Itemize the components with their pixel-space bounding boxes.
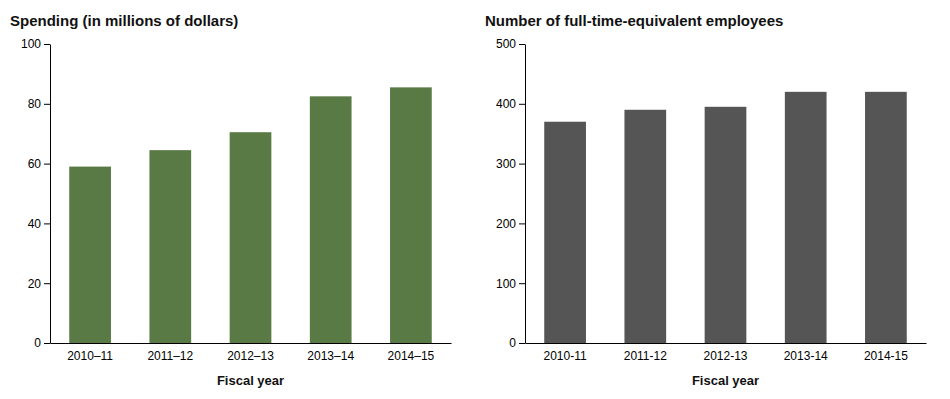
- y-tick: 0: [34, 336, 50, 350]
- bar: [865, 92, 907, 343]
- y-tick-label: 80: [28, 97, 42, 111]
- x-tick: 2013–14: [307, 349, 354, 363]
- y-tick-label: 300: [496, 157, 516, 171]
- panel: 2010-11 2011-12 2012-13 2013-14 2014-15 0 100 2…: [485, 12, 927, 388]
- y-tick: 40: [28, 217, 50, 231]
- y-axis: 0 100 200 300 400 500: [496, 37, 526, 350]
- x-tick: 2014-15: [864, 349, 908, 363]
- y-tick-mark: [519, 44, 525, 45]
- y-tick: 300: [496, 157, 525, 171]
- chart-title: Spending (in millions of dollars): [10, 12, 238, 29]
- y-tick-mark: [44, 104, 50, 105]
- x-axis-line: [51, 343, 452, 344]
- x-tick: 2012-13: [703, 349, 747, 363]
- y-tick: 500: [496, 37, 525, 51]
- bar: [310, 96, 352, 343]
- y-tick-label: 200: [496, 217, 516, 231]
- bar: [149, 150, 191, 343]
- x-tick-label: 2014–15: [388, 349, 435, 363]
- y-tick: 100: [21, 37, 50, 51]
- y-tick-mark: [519, 104, 525, 105]
- x-tick-label: 2010–11: [67, 349, 113, 363]
- x-tick-label: 2010-11: [544, 349, 587, 363]
- y-tick: 60: [28, 157, 50, 171]
- y-tick-label: 500: [496, 37, 516, 51]
- y-tick-mark: [44, 343, 50, 344]
- y-tick-mark: [519, 223, 525, 224]
- y-tick-mark: [519, 283, 525, 284]
- x-tick: 2011-12: [624, 349, 667, 363]
- bar: [230, 132, 272, 343]
- x-tick: 2011–12: [147, 349, 193, 363]
- y-tick-mark: [519, 343, 525, 344]
- y-tick: 80: [28, 97, 50, 111]
- panel: 2010–11 2011–12 2012–13 2013–14 2014–15 0 20 40…: [10, 12, 452, 388]
- bar: [785, 92, 827, 343]
- x-axis-line: [526, 343, 927, 344]
- bars: [69, 87, 432, 343]
- y-tick-label: 0: [509, 336, 516, 350]
- y-tick-label: 100: [21, 37, 41, 51]
- x-tick: 2012–13: [227, 349, 274, 363]
- bar: [544, 122, 586, 343]
- y-tick: 400: [496, 97, 525, 111]
- y-tick: 100: [496, 277, 525, 291]
- bars: [544, 92, 907, 343]
- x-tick-label: 2011–12: [147, 349, 193, 363]
- y-tick-label: 100: [496, 277, 516, 291]
- y-axis: 0 20 40 60 80 100: [21, 37, 51, 350]
- chart-title: Number of full-time-equivalent employees: [485, 12, 783, 29]
- y-tick-label: 60: [28, 157, 42, 171]
- x-axis-title: Fiscal year: [217, 373, 284, 388]
- bar: [390, 87, 432, 343]
- y-tick-mark: [519, 164, 525, 165]
- y-tick-label: 40: [28, 217, 42, 231]
- bar: [705, 107, 747, 343]
- x-tick: 2013-14: [784, 349, 828, 363]
- y-tick-mark: [44, 44, 50, 45]
- x-tick: 2014–15: [388, 349, 435, 363]
- chart-canvas: 2010–11 2011–12 2012–13 2013–14 2014–15 0 20 40…: [0, 0, 950, 399]
- x-tick-label: 2012-13: [703, 349, 747, 363]
- y-axis-line: [50, 45, 51, 344]
- x-tick-label: 2011-12: [624, 349, 667, 363]
- x-axis-title: Fiscal year: [692, 373, 759, 388]
- x-tick-label: 2013–14: [307, 349, 354, 363]
- y-tick-mark: [44, 223, 50, 224]
- x-tick: 2010-11: [544, 349, 587, 363]
- y-tick: 20: [28, 277, 50, 291]
- y-tick: 0: [509, 336, 525, 350]
- y-tick: 200: [496, 217, 525, 231]
- y-tick-label: 400: [496, 97, 516, 111]
- x-axis: 2010-11 2011-12 2012-13 2013-14 2014-15: [526, 344, 927, 363]
- y-tick-mark: [44, 283, 50, 284]
- y-tick-label: 0: [34, 336, 41, 350]
- y-tick-label: 20: [28, 277, 42, 291]
- x-tick: 2010–11: [67, 349, 113, 363]
- x-tick-label: 2012–13: [227, 349, 274, 363]
- bar: [624, 110, 666, 343]
- x-tick-label: 2014-15: [864, 349, 908, 363]
- x-tick-label: 2013-14: [784, 349, 828, 363]
- x-axis: 2010–11 2011–12 2012–13 2013–14 2014–15: [51, 344, 452, 363]
- y-axis-line: [525, 45, 526, 344]
- bar: [69, 167, 111, 343]
- y-tick-mark: [44, 164, 50, 165]
